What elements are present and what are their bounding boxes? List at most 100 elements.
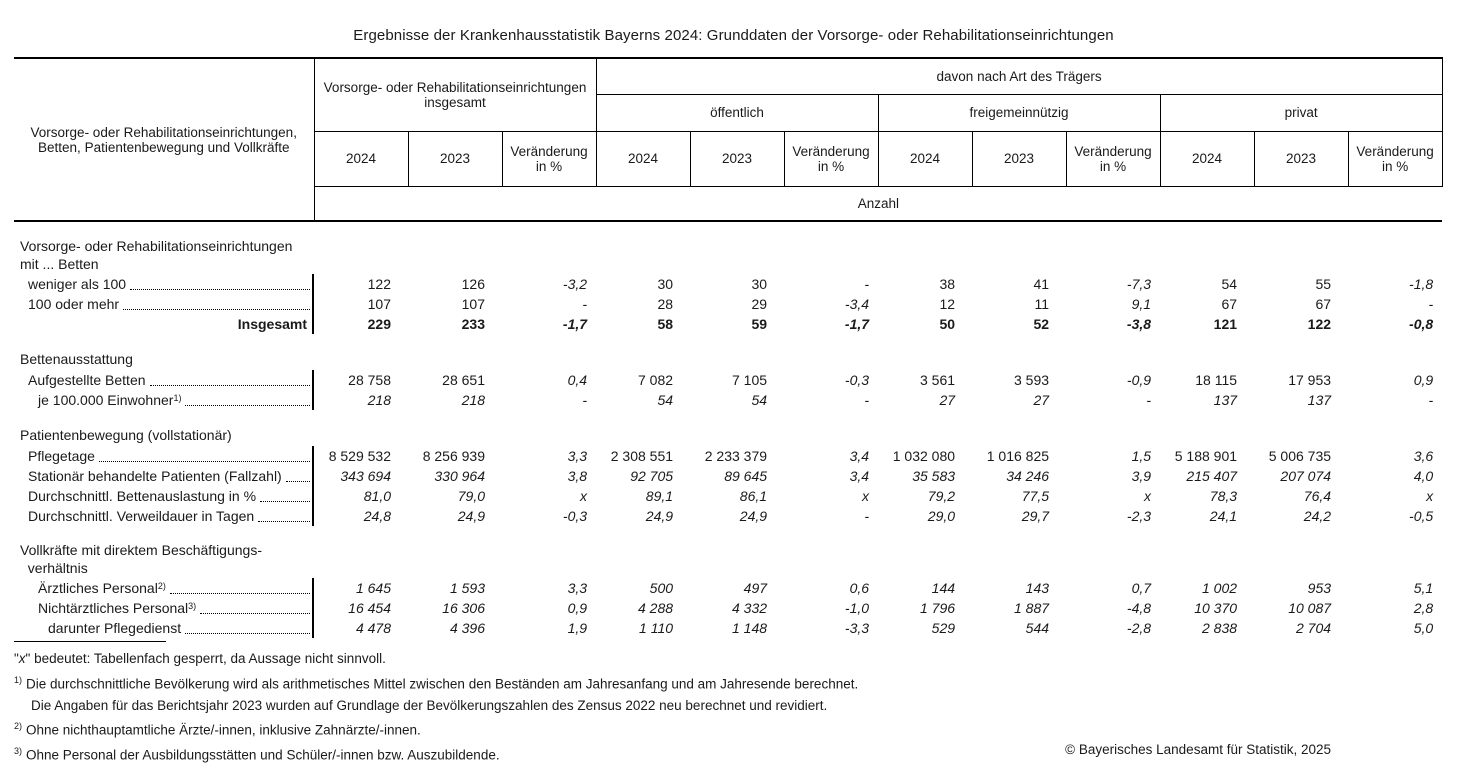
value-cell: 2 233 379	[704, 448, 768, 464]
value-cell: 3 561	[919, 372, 956, 388]
table-row: Ärztliches Personal 2) 1 645 1 593 3,3 500 497…	[14, 578, 1442, 598]
footnote-2-marker: 2)	[14, 721, 23, 731]
col-header-2023: 2023	[1254, 131, 1349, 187]
value-cell: 30	[657, 276, 674, 292]
value-cell: 5,1	[1413, 580, 1434, 596]
subgroup-freigemeinnuetzig: freigemeinnützig	[878, 94, 1161, 132]
value-cell: 67	[1221, 296, 1238, 312]
value-cell: 215 407	[1186, 468, 1238, 484]
value-cell: 1 032 080	[892, 448, 956, 464]
value-cell: -	[864, 392, 870, 408]
table-row: Durchschnittl. Verweildauer in Tagen 24,8…	[14, 506, 1442, 526]
value-cell: -1,8	[1409, 276, 1434, 292]
section-heading-line: mit ... Betten	[20, 256, 99, 272]
row-label-text: Stationär behandelte Patienten (Fallzahl…	[28, 468, 282, 484]
value-cell: -	[1428, 392, 1434, 408]
table-row: Pflegetage 8 529 532 8 256 939 3,3 2 308 551…	[14, 446, 1442, 466]
group-header-total: Vorsorge- oder Rehabilitationseinrichtun…	[314, 58, 597, 132]
col-header-2023: 2023	[972, 131, 1067, 187]
value-cell: 5 188 901	[1174, 448, 1238, 464]
value-cell: 18 115	[1195, 372, 1238, 388]
footnotes: "x" bedeutet: Tabellenfach gesperrt, da …	[14, 641, 1467, 766]
value-cell: -7,3	[1126, 276, 1152, 292]
value-cell: 5,0	[1413, 620, 1434, 636]
value-cell: 27	[939, 392, 956, 408]
value-cell: 27	[1033, 392, 1050, 408]
value-cell: 86,1	[739, 488, 768, 504]
value-cell: -	[864, 508, 870, 524]
value-cell: 10 087	[1288, 600, 1332, 616]
value-cell: 207 074	[1280, 468, 1332, 484]
value-cell: 229	[367, 316, 391, 332]
footnote-3-text: Ohne Personal der Ausbildungsstätten und…	[26, 747, 500, 763]
value-cell: 107	[367, 296, 391, 312]
value-cell: -0,3	[562, 508, 588, 524]
value-cell: 89 645	[724, 468, 768, 484]
col-header-change: Veränderung in %	[784, 131, 879, 187]
value-cell: 0,4	[567, 372, 588, 388]
row-label: Stationär behandelte Patienten (Fallzahl…	[14, 466, 314, 486]
value-cell: 52	[1033, 316, 1050, 332]
row-label: Durchschnittl. Bettenauslastung in %	[14, 486, 314, 506]
value-cell: 30	[751, 276, 768, 292]
value-cell: -3,3	[844, 620, 870, 636]
corner-header-line2: Betten, Patientenbewegung und Vollkräfte	[38, 139, 290, 155]
value-cell: 54	[751, 392, 768, 408]
row-label-text: Nichtärztliches Personal	[38, 600, 189, 616]
value-cell: 38	[939, 276, 956, 292]
value-cell: 81,0	[363, 488, 391, 504]
row-label-text: Ärztliches Personal	[38, 580, 158, 596]
value-cell: 122	[1307, 316, 1332, 332]
value-cell: 1 593	[449, 580, 485, 596]
value-cell: 330 964	[434, 468, 485, 484]
dotted-leader	[123, 309, 310, 310]
value-cell: 4 332	[731, 600, 768, 616]
section-heading-line: verhältnis	[20, 560, 88, 576]
col-header-2023: 2023	[408, 131, 503, 187]
value-cell: 4 478	[355, 620, 391, 636]
value-cell: -0,3	[844, 372, 870, 388]
value-cell: -3,8	[1126, 316, 1152, 332]
value-cell: 9,1	[1131, 296, 1152, 312]
value-cell: 3,4	[849, 468, 870, 484]
value-cell: 497	[743, 580, 768, 596]
value-cell: 3,3	[567, 580, 588, 596]
value-cell: -1,0	[844, 600, 870, 616]
copyright-notice: © Bayerisches Landesamt für Statistik, 2…	[1065, 742, 1331, 757]
section-heading: Patientenbewegung (vollstationär)	[14, 410, 1442, 446]
row-label: Durchschnittl. Verweildauer in Tagen	[14, 506, 314, 526]
value-cell: 3,8	[567, 468, 588, 484]
value-cell: -1,7	[844, 316, 870, 332]
footnote-1: 1) Die durchschnittliche Bevölkerung wird…	[14, 670, 1467, 695]
value-cell: 544	[1025, 620, 1050, 636]
value-cell: -2,8	[1126, 620, 1152, 636]
value-cell: 1 016 825	[986, 448, 1050, 464]
value-cell: 35 583	[912, 468, 956, 484]
value-cell: 121	[1213, 316, 1238, 332]
value-cell: 7 082	[637, 372, 674, 388]
value-cell: -	[582, 392, 588, 408]
col-header-change: Veränderung in %	[1066, 131, 1161, 187]
value-cell: 143	[1025, 580, 1050, 596]
value-cell: 50	[939, 316, 956, 332]
value-cell: 343 694	[340, 468, 391, 484]
value-cell: 78,3	[1209, 488, 1238, 504]
value-cell: 3 593	[1013, 372, 1050, 388]
footnote-x-symbol: x	[18, 651, 26, 666]
value-cell: 76,4	[1303, 488, 1332, 504]
value-cell: 16 454	[348, 600, 391, 616]
section-heading-line: Patientenbewegung (vollstationär)	[20, 427, 232, 443]
footnote-marker: 2)	[157, 581, 166, 591]
value-cell: 29	[751, 296, 768, 312]
row-label: Aufgestellte Betten	[14, 370, 314, 390]
value-cell: 1 002	[1201, 580, 1238, 596]
row-label-text: darunter Pflegedienst	[48, 620, 182, 636]
table-row: Insgesamt 229 233 -1,7 58 59 -1,7 50 52 -3,8 121 12…	[14, 314, 1442, 334]
value-cell: 28 758	[348, 372, 391, 388]
section-heading-line: Bettenausstattung	[20, 351, 133, 367]
col-header-2024: 2024	[596, 131, 691, 187]
dotted-leader	[185, 405, 310, 406]
row-label-text: Pflegetage	[28, 448, 95, 464]
value-cell: -3,2	[562, 276, 588, 292]
